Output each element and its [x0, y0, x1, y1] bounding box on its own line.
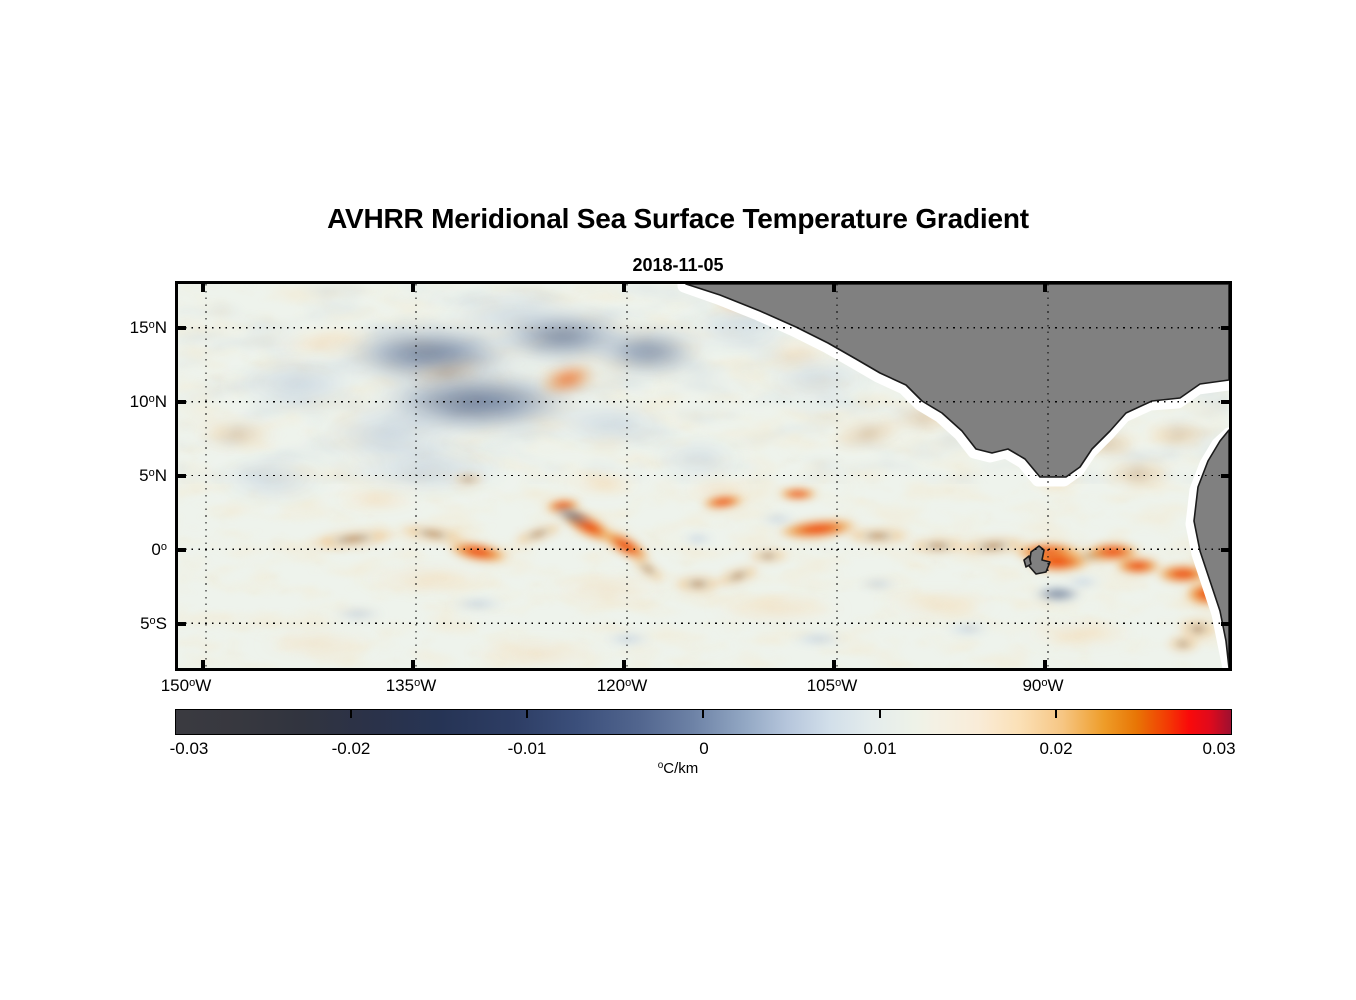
chart-subtitle-date: 2018-11-05 — [632, 255, 724, 275]
colorbar-label-002: 0.02 — [1039, 739, 1073, 758]
y-tick-0-right — [1221, 548, 1232, 552]
x-tick-120w-top — [622, 281, 626, 292]
colorbar-unit-label: oC/km — [657, 760, 699, 777]
x-tick-label-120w: 120oW — [596, 676, 648, 695]
y-tick-label-15n: 15oN — [129, 318, 167, 337]
x-tick-label-105w: 105oW — [806, 676, 858, 695]
y-tick-5s — [175, 622, 186, 626]
colorbar-label-001: 0.01 — [863, 739, 897, 758]
x-tick-150w — [201, 660, 205, 671]
y-tick-5n-right — [1221, 474, 1232, 478]
colorbar-tick-neg002 — [350, 709, 352, 718]
x-tick-135w — [411, 660, 415, 671]
x-tick-105w — [832, 660, 836, 671]
x-tick-90w — [1043, 660, 1047, 671]
x-tick-105w-top — [832, 281, 836, 292]
x-tick-label-90w: 90oW — [1022, 676, 1064, 695]
colorbar-label-neg001: -0.01 — [507, 739, 547, 758]
y-tick-label-0: 0o — [151, 540, 167, 559]
y-tick-10n-right — [1221, 400, 1232, 404]
colorbar-tick-zero — [702, 709, 704, 718]
y-tick-label-10n: 10oN — [129, 392, 167, 411]
y-tick-0 — [175, 548, 186, 552]
colorbar-label-neg003: -0.03 — [169, 739, 209, 758]
x-tick-135w-top — [411, 281, 415, 292]
colorbar-tick-001 — [879, 709, 881, 718]
y-tick-label-5s: 5oS — [140, 614, 167, 633]
y-tick-5s-right — [1221, 622, 1232, 626]
y-tick-5n — [175, 474, 186, 478]
map-axes — [175, 281, 1232, 671]
x-tick-150w-top — [201, 281, 205, 292]
x-tick-120w — [622, 660, 626, 671]
land-coastline-layer — [677, 284, 1229, 668]
y-tick-15n — [175, 326, 186, 330]
colorbar — [175, 709, 1232, 735]
colorbar-label-zero: 0 — [699, 739, 709, 758]
y-tick-label-5n: 5oN — [139, 466, 167, 485]
colorbar-tick-002 — [1055, 709, 1057, 718]
colorbar-tick-neg001 — [526, 709, 528, 718]
x-tick-90w-top — [1043, 281, 1047, 292]
page-title: AVHRR Meridional Sea Surface Temperature… — [327, 203, 1029, 234]
x-tick-label-150w: 150oW — [160, 676, 212, 695]
graticule-gridlines — [178, 284, 1229, 668]
colorbar-label-003: 0.03 — [1202, 739, 1236, 758]
y-tick-10n — [175, 400, 186, 404]
colorbar-label-neg002: -0.02 — [331, 739, 371, 758]
x-tick-label-135w: 135oW — [385, 676, 437, 695]
y-tick-15n-right — [1221, 326, 1232, 330]
